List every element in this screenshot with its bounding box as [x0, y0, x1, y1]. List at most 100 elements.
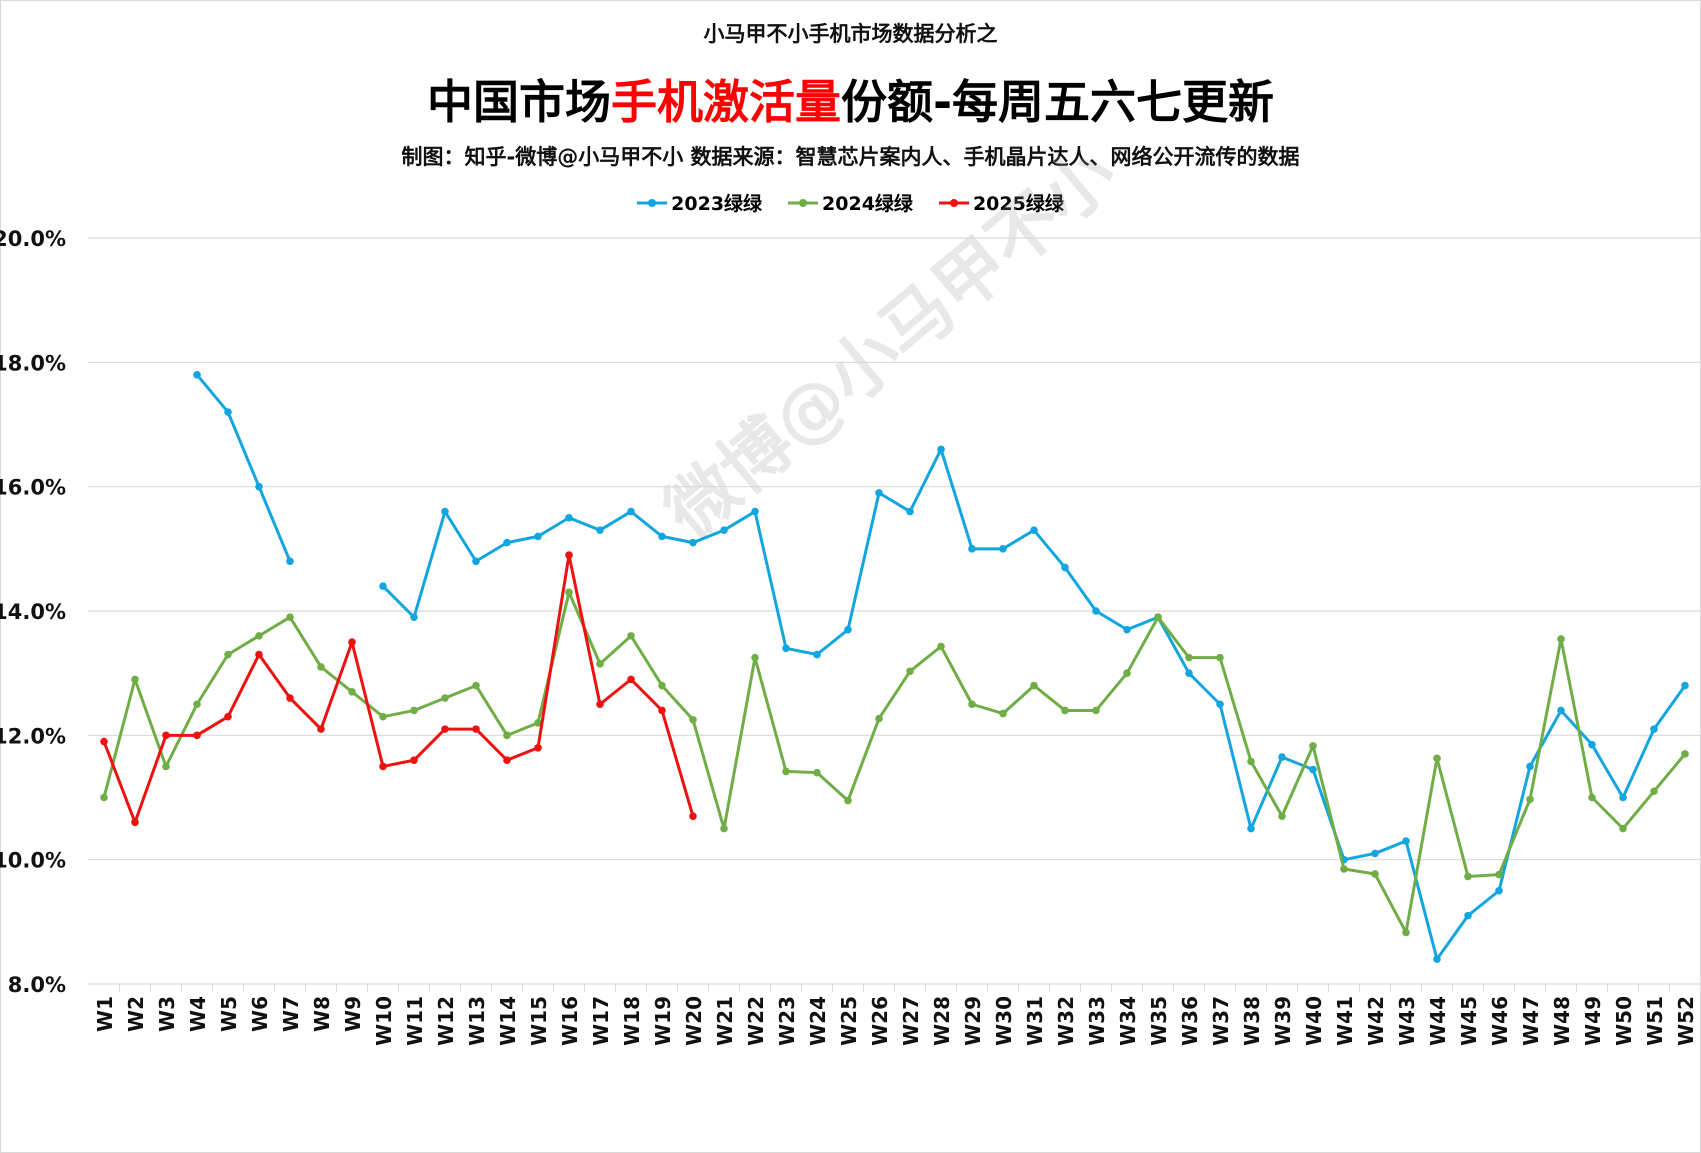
x-tick-label: W16: [558, 996, 582, 1046]
data-point: [224, 408, 232, 416]
x-tick-label: W46: [1488, 996, 1512, 1046]
data-point: [937, 445, 945, 454]
data-point: [813, 768, 821, 777]
legend-marker-icon: [788, 198, 819, 207]
data-point: [534, 532, 542, 541]
legend-label: 2024绿绿: [822, 193, 913, 215]
data-point: [1061, 706, 1069, 715]
data-point: [782, 644, 790, 653]
y-tick-label: 20.0%: [0, 227, 66, 251]
data-point: [379, 762, 387, 771]
x-tick-label: W7: [279, 996, 303, 1032]
chart-subtitle: 制图：知乎-微博@小马甲不小 数据来源：智慧芯片案内人、手机晶片达人、网络公开流…: [401, 145, 1300, 169]
data-point: [1464, 872, 1472, 881]
data-point: [1123, 625, 1131, 634]
legend-item[interactable]: 2023绿绿: [637, 189, 762, 216]
x-tick-label: W33: [1085, 996, 1109, 1046]
title-pre: 中国市场: [426, 75, 611, 129]
data-point: [441, 725, 449, 733]
x-tick-label: W8: [310, 996, 334, 1032]
x-tick-label: W13: [465, 996, 489, 1046]
data-point: [193, 370, 201, 379]
x-tick-label: W50: [1612, 996, 1636, 1046]
data-point: [1588, 793, 1596, 802]
data-point: [131, 675, 139, 684]
x-tick-label: W12: [434, 996, 458, 1046]
y-tick-label: 10.0%: [0, 849, 66, 873]
x-tick-label: W24: [806, 996, 830, 1046]
data-point: [1340, 865, 1348, 873]
data-point: [720, 824, 728, 833]
y-tick-label: 18.0%: [0, 351, 66, 375]
data-point: [441, 694, 449, 702]
data-point: [937, 642, 945, 651]
data-point: [286, 694, 294, 702]
data-point: [751, 507, 759, 516]
x-tick-label: W41: [1333, 996, 1357, 1046]
title-highlight: 手机激活量: [610, 75, 841, 129]
data-point: [1526, 795, 1534, 804]
data-point: [255, 632, 263, 640]
data-point: [968, 700, 976, 709]
y-tick-label: 12.0%: [0, 724, 66, 748]
data-point: [255, 650, 263, 659]
x-tick-label: W31: [1023, 996, 1047, 1046]
data-point: [1557, 635, 1565, 643]
data-point: [658, 681, 666, 690]
x-tick-label: W37: [1209, 996, 1233, 1046]
data-point: [317, 663, 325, 671]
legend-marker-icon: [637, 198, 668, 207]
chart-title: 中国市场手机激活量份额-每周五六七更新: [0, 66, 1701, 132]
data-point: [286, 613, 294, 622]
data-point: [1123, 669, 1131, 677]
x-tick-label: W26: [868, 996, 892, 1046]
data-point: [1371, 849, 1379, 858]
data-point: [565, 513, 573, 522]
data-point: [999, 709, 1007, 718]
x-tick-label: W40: [1302, 996, 1326, 1046]
data-point: [193, 700, 201, 709]
data-point: [1061, 563, 1069, 572]
data-point: [379, 582, 387, 590]
y-tick-label: 8.0%: [8, 973, 66, 997]
series-line-2023绿绿: [195, 373, 292, 562]
legend-item[interactable]: 2025绿绿: [938, 189, 1064, 216]
data-point: [844, 796, 852, 805]
x-tick-label: W19: [651, 996, 675, 1046]
data-point: [1495, 870, 1503, 879]
data-point: [1433, 955, 1441, 963]
data-point: [472, 681, 480, 690]
data-point: [906, 507, 914, 516]
x-tick-label: W20: [682, 996, 706, 1046]
data-point: [410, 756, 418, 764]
x-tick-label: W49: [1581, 996, 1605, 1046]
x-tick-label: W11: [403, 996, 427, 1046]
x-tick-label: W45: [1457, 996, 1481, 1046]
x-tick-label: W39: [1271, 996, 1295, 1046]
data-point: [844, 625, 852, 634]
data-point: [1464, 911, 1472, 920]
data-point: [658, 706, 666, 715]
data-point: [689, 812, 697, 820]
data-point: [100, 793, 108, 802]
data-point: [689, 715, 697, 724]
legend-item[interactable]: 2024绿绿: [788, 189, 913, 216]
data-point: [503, 731, 511, 740]
data-point: [503, 756, 511, 764]
data-point: [1185, 669, 1193, 677]
x-tick-label: W5: [217, 996, 241, 1032]
legend-label: 2023绿绿: [671, 193, 763, 215]
data-point: [1247, 757, 1255, 766]
data-point: [1402, 928, 1410, 937]
legend: 2023绿绿 2024绿绿 2025绿绿: [0, 189, 1701, 216]
data-point: [1154, 613, 1162, 622]
x-tick-label: W48: [1550, 996, 1574, 1046]
data-point: [1030, 681, 1038, 690]
data-point: [1588, 740, 1596, 749]
data-point: [1619, 793, 1627, 802]
x-tick-label: W23: [775, 996, 799, 1046]
chart-supertitle: 小马甲不小手机市场数据分析之: [703, 22, 998, 46]
data-point: [1278, 812, 1286, 820]
data-point: [596, 700, 604, 709]
data-point: [1247, 824, 1255, 833]
